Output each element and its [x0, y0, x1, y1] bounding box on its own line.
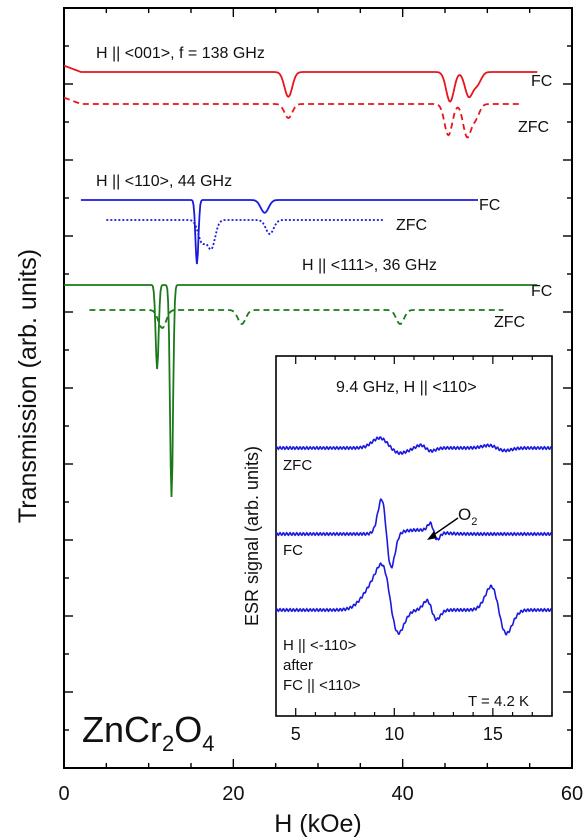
series-label-110-fc: FC: [479, 197, 500, 214]
inset-label-zfc: ZFC: [283, 457, 312, 474]
inset-temperature-label: T = 4.2 K: [468, 693, 529, 710]
main-x-tick-label: 20: [222, 783, 244, 805]
main-x-axis-label: H (kOe): [274, 810, 362, 838]
inset-title: 9.4 GHz, H || <110>: [336, 379, 477, 396]
series-line-1-zfc: [106, 219, 385, 251]
inset-series-layer: [275, 436, 552, 637]
inset-y-axis-label: ESR signal (arb. units): [242, 446, 262, 626]
inset-label-fc: FC: [283, 542, 303, 559]
main-x-tick-label: 60: [561, 783, 583, 805]
main-x-tick-labels: 0 20 40 60: [58, 783, 583, 805]
series-label-110-zfc: ZFC: [396, 217, 427, 234]
inset-x-tick-labels: 5 10 15: [291, 724, 503, 744]
o2-arrow-head: [427, 531, 437, 540]
series-label-001-zfc: ZFC: [518, 119, 549, 136]
inset-x-tick-label: 15: [483, 724, 503, 744]
inset-x-tick-label: 10: [384, 724, 404, 744]
group-label-001: H || <001>, f = 138 GHz: [96, 45, 265, 62]
inset-series-line-1: [275, 498, 552, 569]
main-x-tick-label: 40: [392, 783, 414, 805]
o2-arrow-line: [431, 517, 459, 537]
inset-axis-ticks: [295, 356, 553, 716]
series-line-0-zfc: [63, 96, 521, 139]
inset-background: [276, 356, 552, 716]
series-label-111-zfc: ZFC: [494, 314, 525, 331]
series-line-1-fc: [80, 199, 478, 265]
series-line-0-fc: [63, 64, 538, 103]
main-x-tick-label: 0: [58, 783, 69, 805]
compound-label: ZnCr2O4: [82, 709, 215, 756]
inset-label-rotated-line2: after: [283, 657, 313, 674]
inset-series-line-0: [275, 436, 552, 456]
group-label-111: H || <111>, 36 GHz: [302, 257, 437, 274]
inset-x-tick-label: 5: [291, 724, 301, 744]
o2-annotation: O2: [458, 505, 477, 528]
main-y-axis-label: Transmission (arb. units): [14, 249, 42, 523]
series-label-001-fc: FC: [531, 73, 552, 90]
inset-series-line-2: [275, 561, 552, 637]
series-line-2-fc: [64, 284, 538, 498]
main-series-layer: [63, 64, 538, 498]
group-label-110: H || <110>, 44 GHz: [96, 173, 232, 190]
main-axis-ticks: [63, 8, 573, 768]
series-label-111-fc: FC: [531, 283, 552, 300]
inset-label-rotated-line1: H || <-110>: [283, 637, 357, 654]
series-line-2-zfc: [89, 309, 504, 329]
inset-label-rotated-line3: FC || <110>: [283, 677, 361, 694]
